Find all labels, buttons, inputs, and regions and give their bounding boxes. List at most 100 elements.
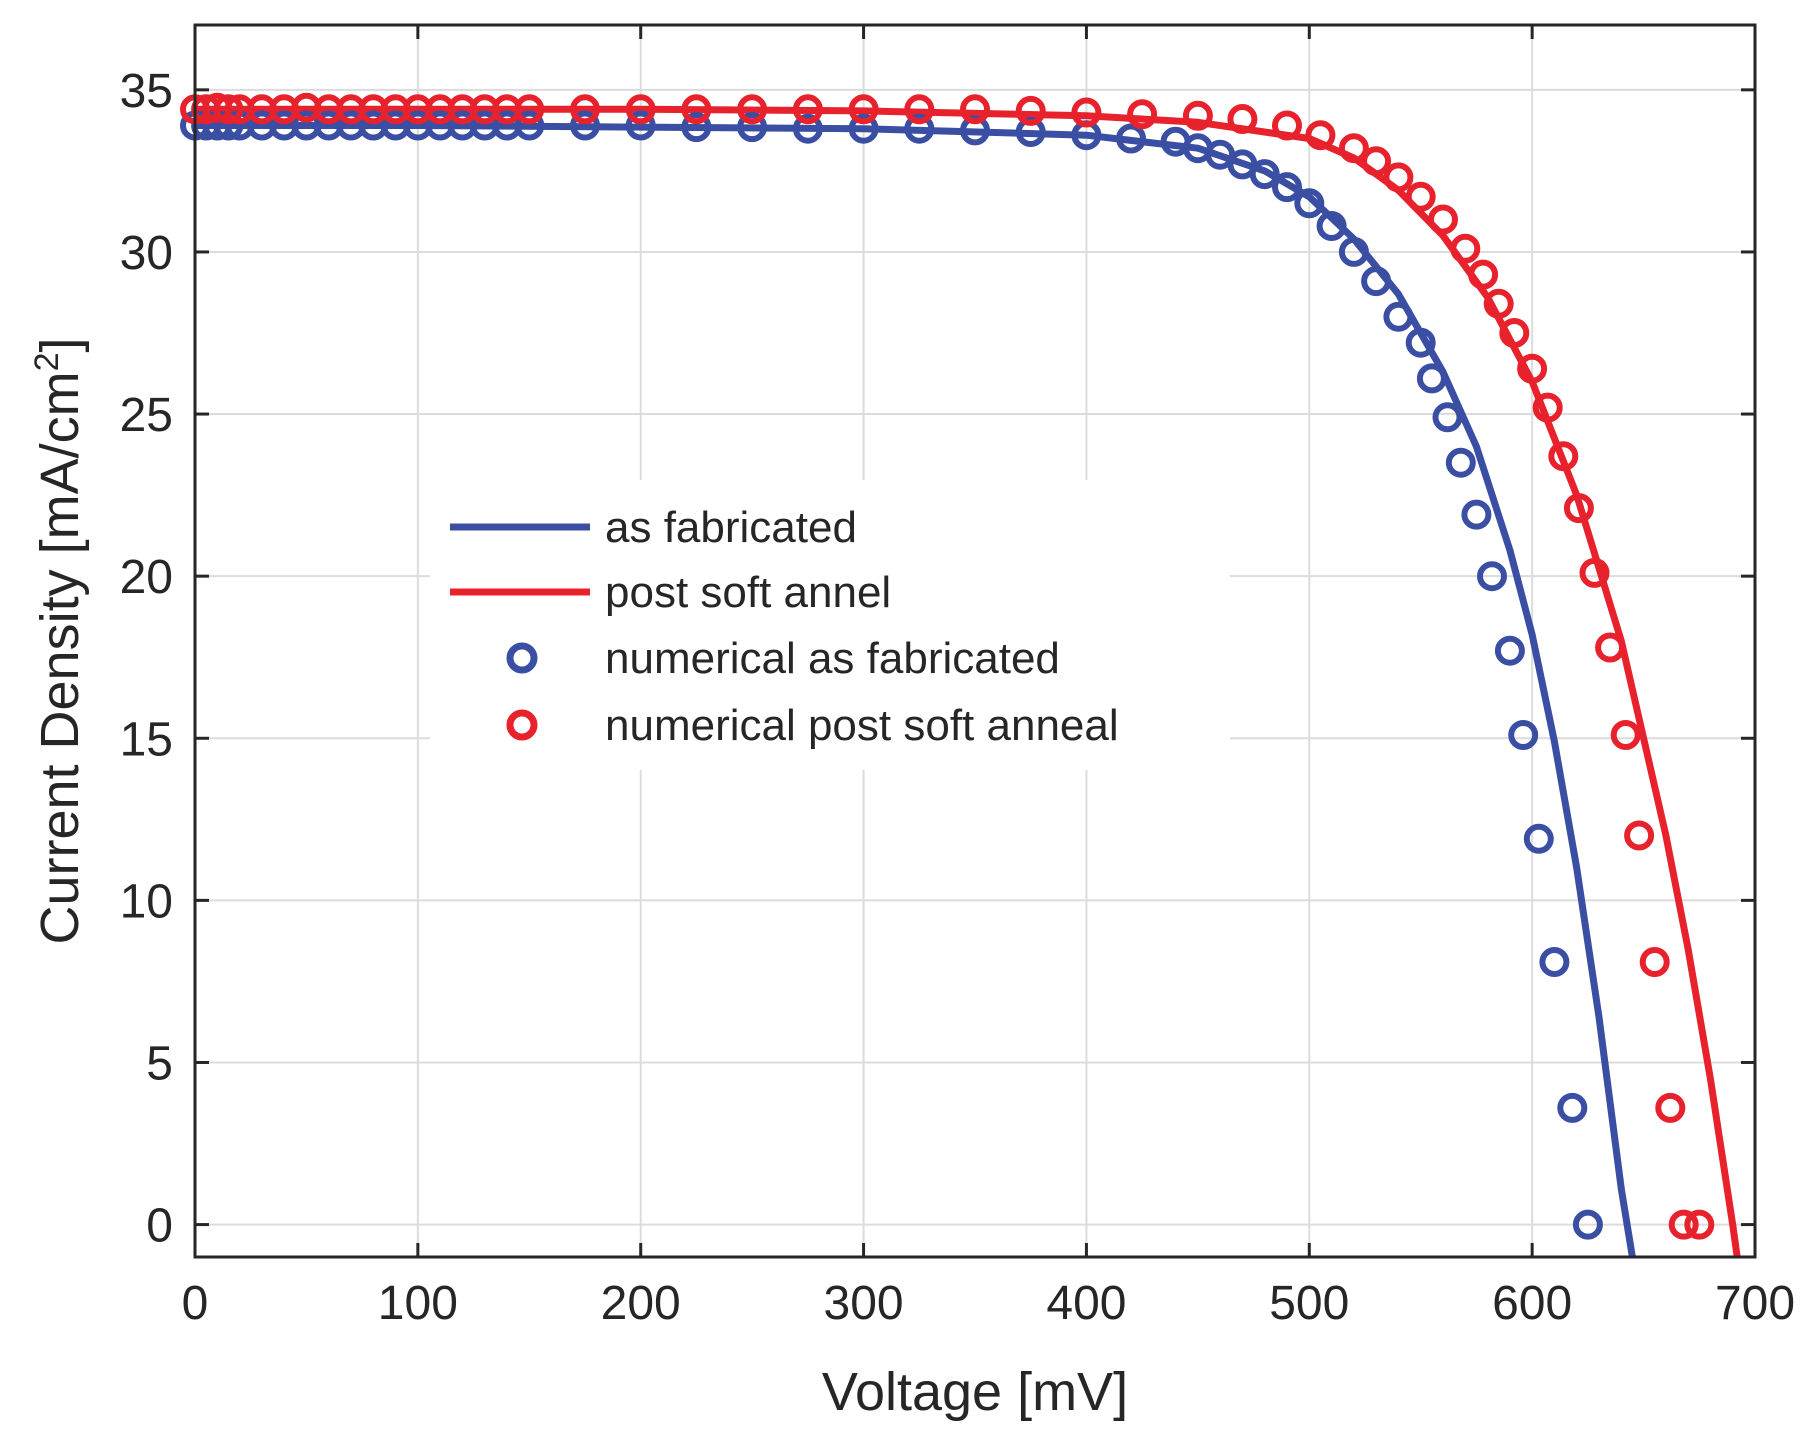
series-line-post-soft-annel (195, 105, 1741, 1258)
y-axis-ticks: 0 5 10 15 20 25 30 35 (120, 65, 1755, 1253)
data-point (681, 112, 712, 143)
data-point (960, 94, 990, 125)
data-point (1428, 204, 1458, 235)
y-tick-label: 20 (120, 551, 173, 604)
y-tick-label: 0 (146, 1200, 173, 1253)
data-point (1523, 823, 1554, 854)
data-point (1405, 181, 1436, 212)
x-tick-label: 600 (1492, 1277, 1572, 1330)
y-axis-label-close: ] (30, 337, 90, 352)
data-point (1432, 402, 1463, 433)
y-tick-label: 15 (120, 713, 173, 766)
data-point (1499, 318, 1530, 348)
x-tick-label: 500 (1269, 1277, 1349, 1330)
y-tick-label: 10 (120, 875, 173, 928)
data-point (1461, 499, 1492, 530)
data-point (1015, 95, 1046, 126)
data-point (1294, 188, 1325, 219)
data-point (1272, 110, 1302, 141)
y-tick-label: 25 (120, 389, 173, 442)
data-point (625, 110, 656, 141)
legend-marker-numerical-as-fabricated (506, 642, 538, 674)
data-point (681, 94, 712, 125)
data-point (1182, 100, 1213, 131)
data-point (1557, 1092, 1588, 1123)
data-point (1071, 97, 1102, 128)
plot-frame (193, 23, 1757, 1259)
data-point (1227, 104, 1258, 134)
series-lines (195, 105, 1741, 1258)
x-tick-label: 100 (378, 1277, 458, 1330)
data-point (1532, 392, 1563, 423)
data-point (1305, 120, 1336, 151)
data-point (514, 94, 545, 125)
data-point (1477, 561, 1507, 592)
data-point (792, 94, 823, 125)
data-point (1405, 327, 1436, 358)
data-point (1450, 233, 1481, 264)
data-point (1539, 947, 1570, 977)
x-axis-label: Voltage [mV] (822, 1362, 1128, 1422)
data-point (848, 113, 879, 144)
y-tick-label: 5 (146, 1037, 173, 1090)
legend-label-post-soft-annel: post soft annel (605, 568, 891, 617)
series-markers-numerical-post-soft-anneal (180, 92, 1715, 1240)
y-tick-label: 30 (120, 227, 173, 280)
data-point (570, 94, 600, 125)
x-tick-label: 700 (1715, 1277, 1795, 1330)
data-point (1316, 211, 1347, 241)
data-point (1655, 1092, 1686, 1123)
data-point (1483, 288, 1514, 319)
data-point (848, 94, 879, 125)
x-tick-label: 300 (824, 1277, 904, 1330)
x-tick-label: 200 (601, 1277, 681, 1330)
x-tick-label: 400 (1046, 1277, 1126, 1330)
data-point (1624, 820, 1655, 851)
data-point (1548, 441, 1579, 472)
data-point (904, 113, 935, 144)
x-tick-label: 0 (182, 1277, 209, 1330)
data-point (1563, 493, 1594, 524)
data-point (792, 113, 823, 144)
data-point (737, 94, 768, 125)
legend-label-numerical-as-fabricated: numerical as fabricated (605, 634, 1060, 683)
data-point (1468, 259, 1499, 290)
legend: as fabricated post soft annel numerical … (430, 480, 1230, 770)
y-axis-label-sup: 2 (28, 352, 66, 371)
y-axis-label: Current Density [mA/cm2] (28, 337, 90, 944)
legend-marker-numerical-post-soft-anneal (506, 709, 538, 741)
data-point (1127, 99, 1158, 130)
data-point (213, 94, 244, 125)
legend-label-as-fabricated: as fabricated (605, 503, 857, 552)
data-point (1383, 162, 1414, 193)
data-point (1684, 1209, 1715, 1240)
y-tick-label: 35 (120, 65, 173, 118)
data-point (1668, 1209, 1699, 1240)
data-point (1416, 363, 1447, 394)
data-point (737, 112, 768, 143)
series-line-as-fabricated (195, 122, 1636, 1258)
legend-label-numerical-post-soft-anneal: numerical post soft anneal (605, 701, 1119, 750)
data-point (1116, 123, 1146, 154)
data-point (1272, 172, 1302, 203)
data-point (1610, 720, 1641, 750)
data-point (1517, 353, 1548, 384)
data-point (1249, 159, 1280, 190)
x-axis-ticks: 0 100 200 300 400 500 600 700 (182, 25, 1795, 1330)
series-markers (180, 92, 1715, 1240)
data-point (1361, 266, 1392, 297)
data-point (1338, 236, 1369, 267)
data-point (1508, 720, 1539, 750)
data-point (1595, 632, 1626, 663)
data-point (1494, 635, 1525, 666)
data-point (1579, 557, 1610, 588)
data-point (1572, 1209, 1603, 1240)
data-point (1639, 947, 1670, 977)
data-point (1445, 447, 1476, 478)
data-point (904, 94, 935, 125)
y-axis-label-main: Current Density [mA/cm (30, 371, 90, 944)
data-point (570, 110, 600, 141)
data-point (1383, 301, 1414, 332)
data-point (1338, 133, 1369, 164)
